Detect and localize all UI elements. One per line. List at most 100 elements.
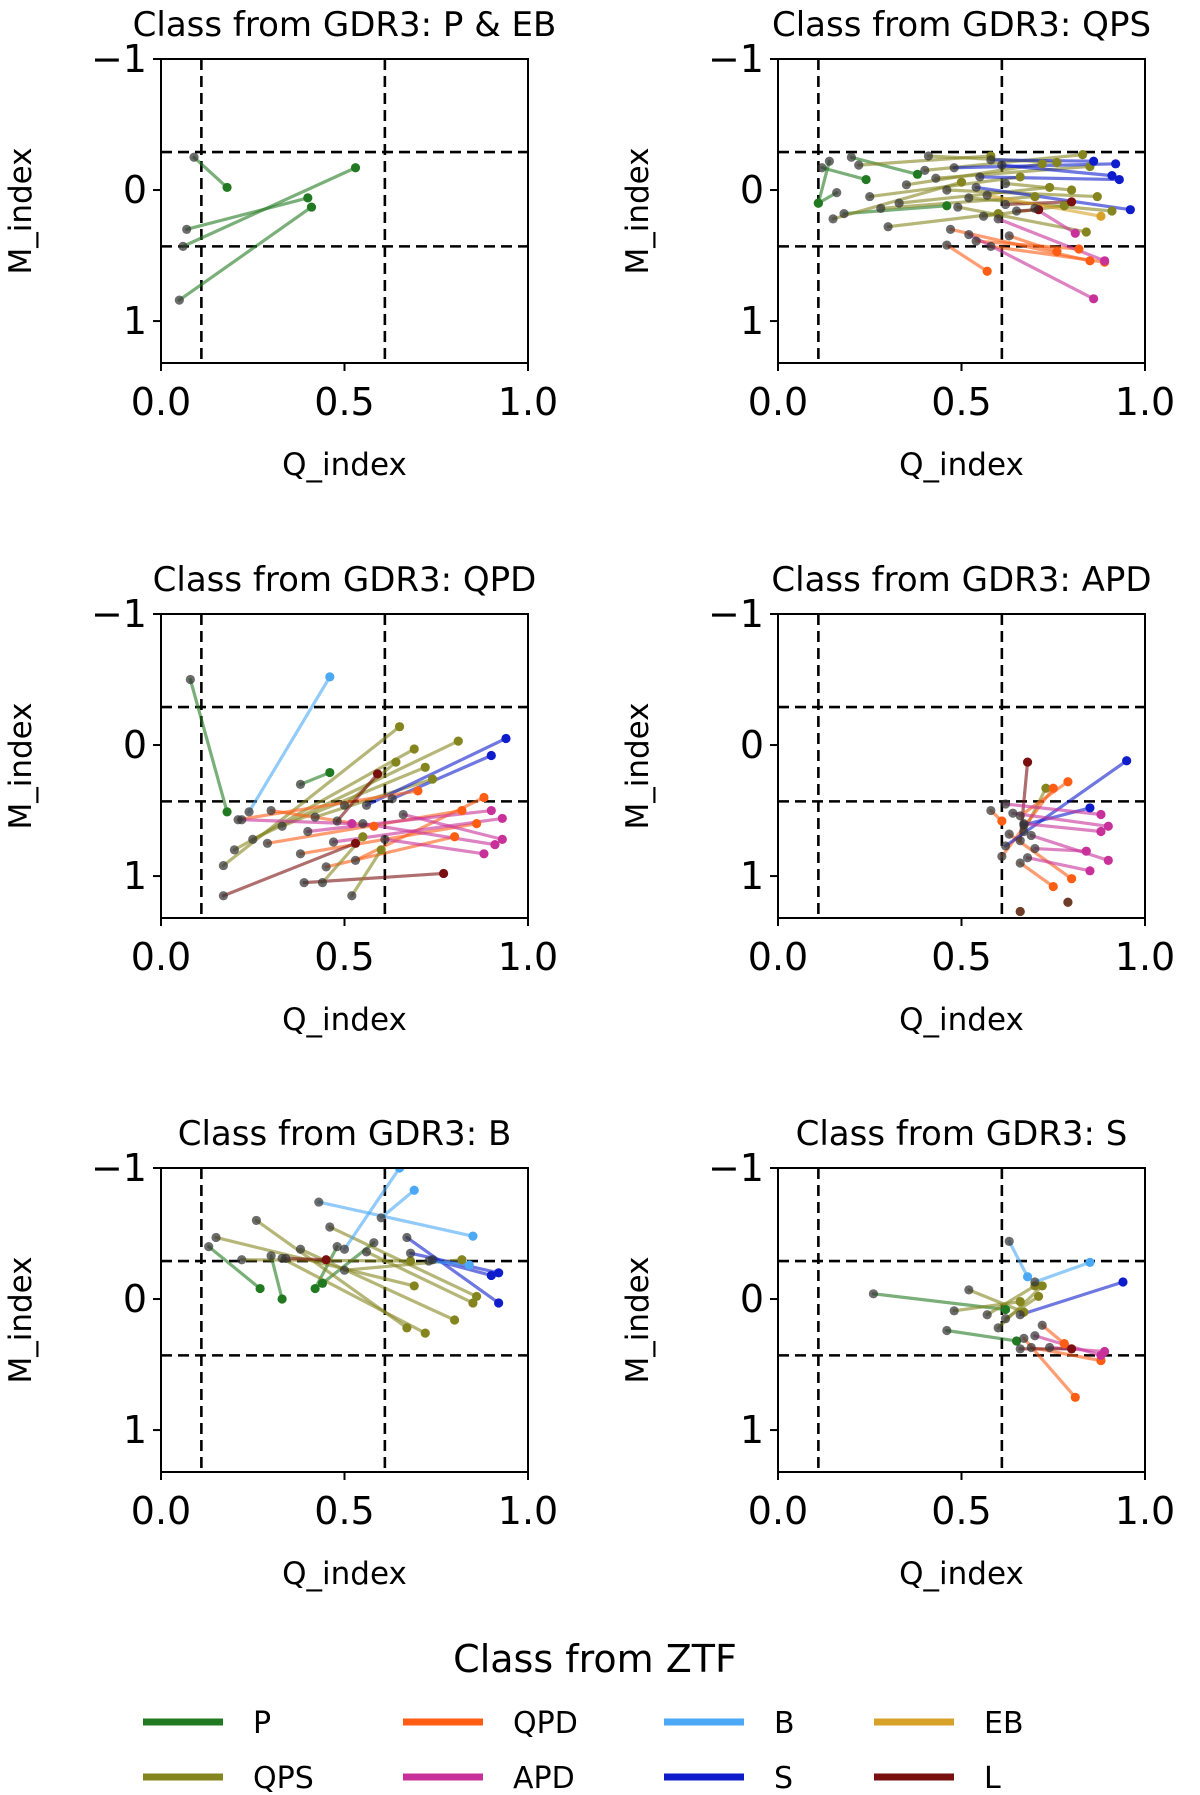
y-tick-label: 0	[123, 1277, 147, 1321]
gdr3-point	[1000, 799, 1011, 809]
ztf-point	[501, 733, 511, 744]
gdr3-point	[310, 812, 320, 822]
gdr3-point	[901, 180, 912, 190]
gdr3-point	[350, 855, 361, 865]
segment-line	[335, 772, 380, 823]
legend-item-qps: QPS	[143, 1761, 314, 1795]
ztf-point	[1107, 206, 1117, 216]
gdr3-point	[182, 224, 192, 234]
ztf-point	[453, 736, 463, 746]
gdr3-point	[237, 1255, 247, 1265]
ztf-point	[486, 805, 496, 816]
gdr3-point	[347, 891, 357, 901]
gdr3-point	[339, 800, 350, 810]
segment-line	[945, 243, 989, 273]
ztf-point	[1070, 228, 1080, 238]
gdr3-point	[942, 1325, 952, 1336]
ztf-point	[1052, 247, 1062, 257]
ztf-point	[1022, 1272, 1033, 1282]
y-tick-label: −1	[91, 592, 147, 636]
ztf-point	[1118, 1277, 1128, 1287]
gdr3-point	[1019, 1333, 1029, 1343]
y-axis-label: M_index	[3, 1256, 39, 1383]
panel-title: Class from GDR3: P & EB	[133, 5, 557, 45]
legend: Class from ZTF P QPD B EB QPS APD S L	[143, 1637, 1024, 1795]
gdr3-point	[174, 295, 184, 305]
x-tick-label: 0.0	[131, 380, 191, 424]
ztf-point	[1000, 1304, 1011, 1315]
ztf-point	[956, 177, 967, 187]
ztf-point	[486, 1270, 496, 1281]
y-axis-label: M_index	[620, 1256, 656, 1383]
x-axis-label: Q_index	[282, 1002, 407, 1038]
segment-line	[192, 155, 229, 190]
ztf-point	[1015, 1297, 1025, 1307]
gdr3-point	[945, 224, 956, 234]
gdr3-point	[1026, 1342, 1036, 1353]
gdr3-point	[1000, 1314, 1011, 1324]
axes-frame	[777, 1167, 1146, 1473]
segment-line	[1007, 234, 1059, 254]
segment-line	[207, 1245, 262, 1291]
segment-line	[849, 155, 920, 176]
gdr3-point	[828, 214, 838, 224]
ztf-point	[306, 202, 317, 212]
gdr3-point	[387, 794, 397, 804]
gdr3-point	[942, 240, 952, 250]
gdr3-point	[949, 1306, 959, 1316]
y-tick-label: −1	[708, 592, 764, 636]
segment-line	[269, 1254, 284, 1301]
gdr3-point	[839, 209, 849, 219]
x-tick-label: 1.0	[498, 935, 558, 979]
ztf-point	[1011, 1336, 1022, 1346]
gdr3-point	[281, 1253, 291, 1264]
segment-line	[328, 1225, 479, 1299]
panel-4: Class from GDR3: APD 0.0 0.5 1.0 −1 0 1 Q_index…	[620, 560, 1175, 1038]
segment-line	[302, 871, 446, 885]
segment-line	[1018, 1280, 1125, 1317]
ztf-point	[376, 845, 386, 855]
gdr3-point	[204, 1242, 214, 1252]
segment-line	[820, 166, 868, 182]
ztf-point	[1103, 855, 1113, 865]
gdr3-point	[1019, 819, 1029, 829]
plot-area	[161, 614, 528, 918]
ztf-point	[813, 198, 823, 208]
ztf-point	[222, 807, 232, 817]
gdr3-point	[189, 152, 199, 162]
gdr3-point	[1030, 203, 1040, 213]
legend-label: P	[253, 1706, 271, 1741]
x-tick-label: 0.5	[931, 1489, 991, 1533]
segment-line	[1022, 822, 1103, 834]
x-tick-label: 0.5	[931, 380, 991, 424]
gdr3-point	[1000, 841, 1011, 851]
segment-line	[350, 848, 383, 898]
segment-line	[1007, 1239, 1030, 1279]
legend-label: QPD	[513, 1706, 578, 1741]
y-tick-label: 0	[740, 168, 764, 212]
ztf-point	[450, 832, 460, 842]
ztf-point	[1048, 783, 1058, 793]
ztf-point	[1074, 244, 1084, 254]
panel-2: Class from GDR3: QPS 0.0 0.5 1.0 −1 0 1 Q_index…	[620, 5, 1175, 483]
segment-line	[221, 841, 358, 898]
panel-title: Class from GDR3: QPS	[772, 5, 1151, 45]
gdr3-point	[1004, 829, 1014, 839]
ztf-point	[942, 201, 952, 211]
axes-frame	[160, 1167, 529, 1473]
ztf-point	[255, 1283, 265, 1294]
gdr3-point	[824, 156, 834, 166]
ztf-point	[1085, 1257, 1095, 1267]
x-tick-label: 1.0	[1115, 380, 1175, 424]
plot-area	[161, 1168, 528, 1472]
x-axis-label: Q_index	[899, 447, 1024, 483]
gdr3-point	[358, 819, 368, 829]
gdr3-point	[295, 849, 306, 859]
ztf-point	[409, 744, 419, 754]
gdr3-point	[299, 878, 309, 888]
segment-line	[1025, 856, 1092, 873]
ztf-point	[1100, 1346, 1110, 1357]
gdr3-point	[997, 160, 1007, 170]
ztf-point	[413, 786, 423, 796]
x-tick-label: 1.0	[498, 380, 558, 424]
